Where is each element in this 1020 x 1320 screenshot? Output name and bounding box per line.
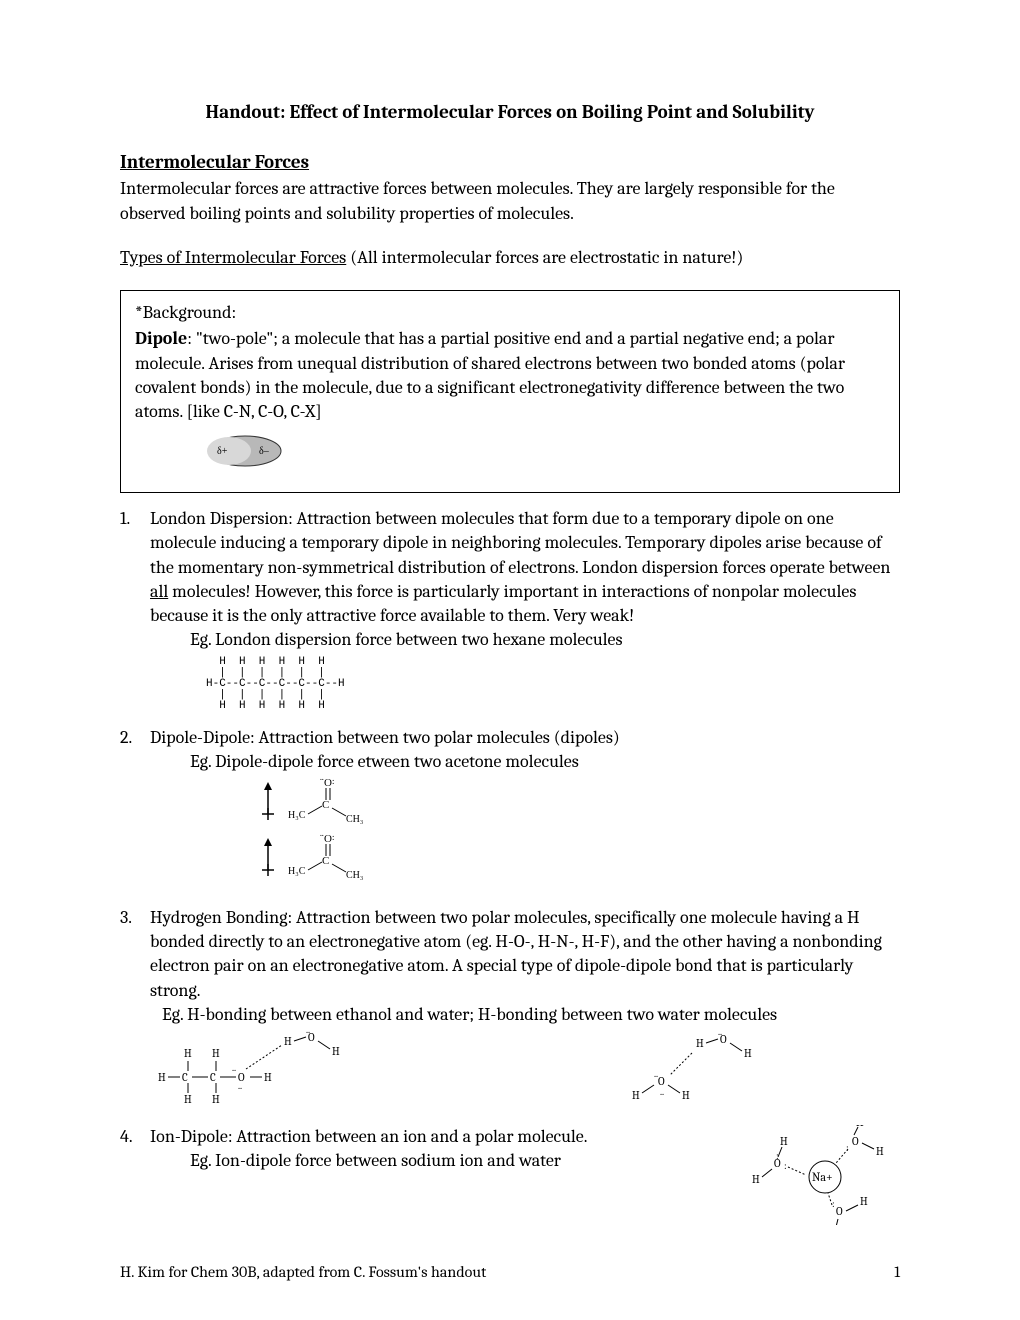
svg-text:H: H — [696, 1037, 704, 1050]
item3-example: Eg. H-bonding between ethanol and water;… — [150, 1003, 900, 1027]
svg-text:H: H — [832, 1223, 840, 1225]
svg-text:..: .. — [306, 1031, 310, 1036]
dipole-text: : "two-pole"; a molecule that has a part… — [135, 328, 845, 422]
page-number: 1 — [894, 1262, 900, 1284]
item1-example: Eg. London dispersion force between two … — [150, 628, 900, 652]
svg-text::: : — [332, 777, 334, 787]
svg-text:H: H — [284, 1035, 292, 1048]
svg-text:H: H — [158, 1071, 166, 1084]
sodium-water-figure: Na+ O : : H H O : H H O : H H — [750, 1125, 900, 1225]
types-heading: Types of Intermolecular Forces — [120, 247, 346, 268]
svg-text:H: H — [184, 1047, 192, 1060]
item1-all-word: all — [150, 581, 168, 602]
dipole-shape-figure: δ+ δ– — [195, 431, 285, 471]
svg-text:..: .. — [718, 1031, 722, 1038]
dipole-definition: Dipole: "two-pole"; a molecule that has … — [135, 327, 885, 424]
water-water-figure: H O .. H O .. .. H H — [620, 1031, 770, 1111]
svg-text::: : — [784, 1160, 787, 1172]
svg-text:Na+: Na+ — [812, 1170, 833, 1184]
svg-text:H: H — [632, 1089, 640, 1102]
types-heading-line: Types of Intermolecular Forces (All inte… — [120, 246, 900, 270]
list-item-3: 3. Hydrogen Bonding: Attraction between … — [120, 906, 900, 1111]
list-item-2: 2. Dipole-Dipole: Attraction between two… — [120, 726, 900, 892]
list-item-4: 4. Ion-Dipole: Attraction between an ion… — [120, 1125, 900, 1225]
section-heading-imf: Intermolecular Forces — [120, 150, 900, 176]
item3-text: Hydrogen Bonding: Attraction between two… — [150, 906, 900, 1003]
svg-text:O: O — [324, 833, 332, 845]
list-number-3: 3. — [120, 906, 150, 1111]
footer-credit: H. Kim for Chem 30B, adapted from C. Fos… — [120, 1262, 486, 1284]
item4-text: Ion-Dipole: Attraction between an ion an… — [150, 1125, 750, 1149]
background-label: *Background: — [135, 301, 885, 325]
item2-example: Eg. Dipole-dipole force etween two aceto… — [150, 750, 900, 774]
document-title: Handout: Effect of Intermolecular Forces… — [120, 100, 900, 126]
svg-text:H: H — [856, 1125, 864, 1129]
svg-text:H: H — [212, 1047, 220, 1060]
list-number-1: 1. — [120, 507, 150, 712]
svg-text:H: H — [264, 1071, 272, 1084]
svg-text:..: .. — [232, 1062, 236, 1074]
svg-text:H: H — [184, 1093, 192, 1106]
svg-text:..: .. — [320, 829, 324, 839]
svg-text:H: H — [876, 1145, 884, 1158]
item4-example: Eg. Ion-dipole force between sodium ion … — [150, 1149, 750, 1173]
svg-text:CH₃: CH₃ — [346, 870, 363, 881]
svg-text:δ+: δ+ — [217, 446, 228, 457]
svg-text:H: H — [780, 1135, 788, 1148]
intro-paragraph: Intermolecular forces are attractive for… — [120, 177, 900, 226]
svg-text:O: O — [836, 1205, 843, 1218]
svg-text:H: H — [744, 1047, 752, 1060]
svg-text:C: C — [322, 799, 329, 811]
list-item-1: 1. London Dispersion: Attraction between… — [120, 507, 900, 712]
svg-text:H₃C: H₃C — [288, 866, 306, 877]
svg-text:H: H — [752, 1173, 760, 1186]
list-number-2: 2. — [120, 726, 150, 892]
svg-text:H₃C: H₃C — [288, 810, 306, 821]
svg-text:..: .. — [238, 1080, 242, 1092]
ethanol-water-figure: H H H C C O H H H .. .. — [150, 1031, 380, 1111]
svg-text:C: C — [182, 1071, 188, 1084]
hexane-structure: H H H H H H | | | | | | H-C--C--C--C--C-… — [150, 657, 900, 712]
svg-text::: : — [332, 833, 334, 843]
svg-text:..: .. — [660, 1086, 664, 1098]
svg-text::: : — [846, 1142, 849, 1154]
svg-text:H: H — [682, 1089, 690, 1102]
svg-text:C: C — [210, 1071, 216, 1084]
svg-text:δ–: δ– — [259, 446, 270, 457]
dipole-term: Dipole — [135, 328, 187, 349]
types-note: (All intermolecular forces are electrost… — [346, 247, 743, 268]
svg-text:H: H — [860, 1195, 868, 1208]
svg-text:CH₃: CH₃ — [346, 814, 363, 825]
list-number-4: 4. — [120, 1125, 150, 1225]
svg-text:O: O — [324, 777, 332, 789]
footer: H. Kim for Chem 30B, adapted from C. Fos… — [120, 1262, 900, 1284]
svg-text:H: H — [332, 1045, 340, 1058]
svg-text:..: .. — [320, 774, 324, 783]
svg-text:..: .. — [654, 1068, 658, 1080]
svg-text:C: C — [322, 855, 329, 867]
acetone-figure: H₃C C O .. : CH₃ H₃C C O .. : CH₃ — [250, 774, 450, 884]
item2-text: Dipole-Dipole: Attraction between two po… — [150, 726, 900, 750]
item1-text-a: London Dispersion: Attraction between mo… — [150, 508, 890, 578]
svg-text:H: H — [212, 1093, 220, 1106]
background-box: *Background: Dipole: "two-pole"; a molec… — [120, 290, 900, 493]
item1-text-b: molecules! However, this force is partic… — [150, 581, 856, 626]
svg-text::: : — [832, 1198, 835, 1210]
svg-text:O: O — [852, 1135, 859, 1148]
